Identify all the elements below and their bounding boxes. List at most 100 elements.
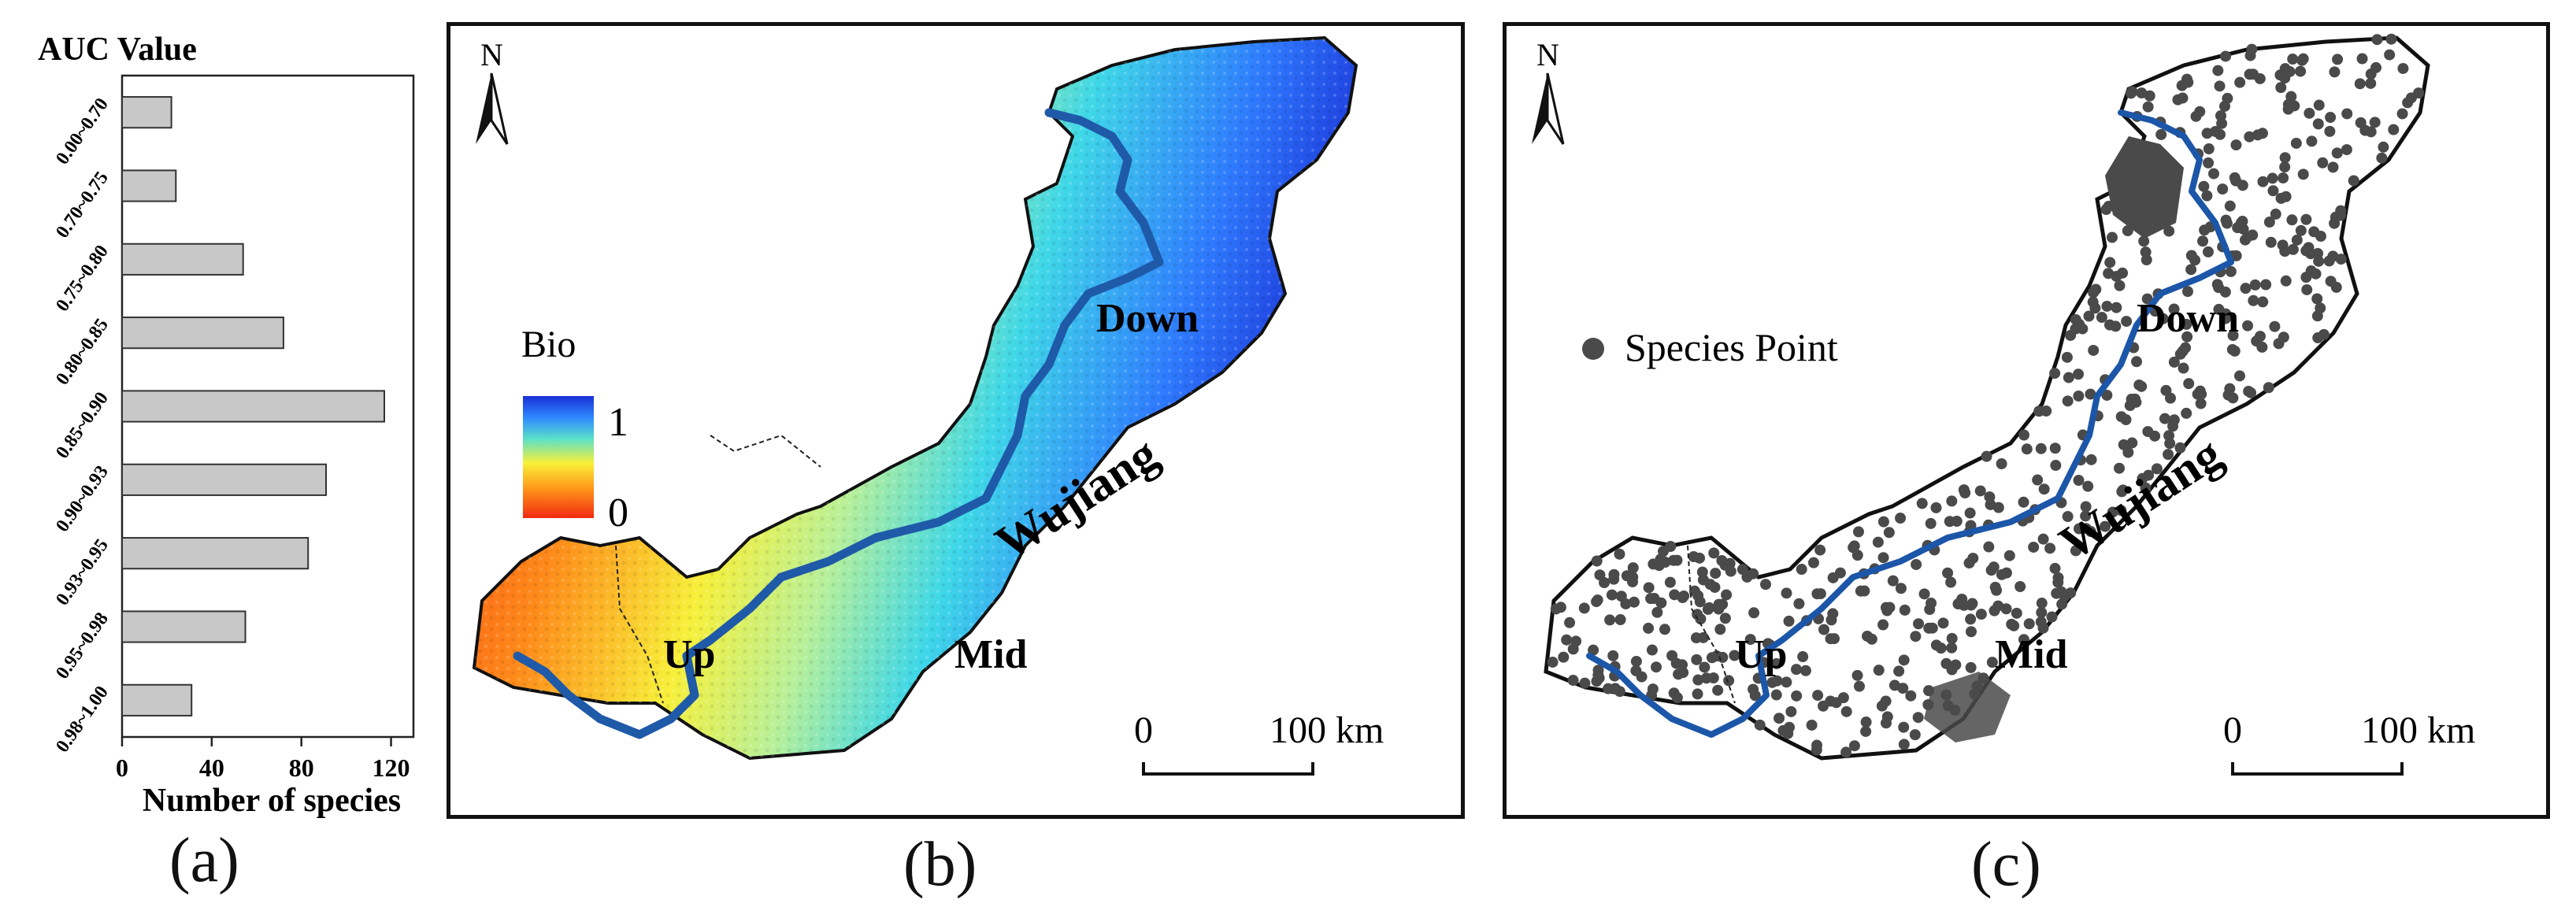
scale-end: 100 km [1269, 709, 1384, 751]
species-point [1814, 544, 1826, 556]
species-point [1946, 642, 1958, 654]
species-point [2270, 208, 2281, 220]
species-point [1905, 690, 1917, 702]
species-point [2132, 191, 2144, 202]
bar-0.80~0.85 [121, 317, 284, 350]
species-point [1781, 676, 1792, 688]
species-point [2115, 411, 2127, 423]
species-point [2194, 385, 2206, 397]
species-point [1770, 689, 1782, 701]
species-point [1991, 584, 2003, 596]
scale-bar: 0 100 km [2223, 709, 2475, 776]
species-point [2122, 225, 2133, 237]
species-point [2402, 97, 2414, 109]
species-point [1916, 498, 1928, 509]
species-point [1710, 568, 1722, 579]
species-point [2083, 310, 2095, 322]
species-point [1855, 585, 1866, 597]
bar-0.98~1.00 [121, 683, 193, 716]
species-point [2163, 430, 2175, 442]
species-point [2306, 135, 2318, 147]
species-point [1614, 614, 1626, 626]
bar-0.85~0.90 [121, 390, 385, 423]
species-point [1766, 676, 1778, 688]
dense-cluster [1924, 672, 2011, 742]
species-point [2181, 318, 2192, 330]
species-point [1712, 684, 1724, 696]
species-point [1702, 603, 1714, 615]
species-point [1665, 541, 1677, 553]
species-point [1614, 548, 1625, 560]
species-point [1677, 667, 1689, 679]
species-point [1937, 617, 1949, 629]
species-point [2159, 187, 2170, 198]
species-point [1608, 573, 1620, 585]
species-point [1791, 690, 1803, 702]
species-point [2256, 128, 2268, 139]
species-point [1599, 576, 1610, 588]
species-point [1898, 721, 1910, 733]
species-point [1636, 671, 1648, 683]
species-point [1912, 712, 1924, 724]
species-point [2295, 65, 2307, 77]
species-point [2195, 398, 2207, 409]
species-point [1770, 657, 1782, 669]
species-point [1748, 683, 1759, 695]
species-point [1607, 650, 1619, 661]
panel-a: AUC Value 0.00~0.70 0.70~0.75 0.75~0.80 0.8… [0, 0, 441, 918]
species-point [1793, 598, 1805, 609]
species-point [2384, 49, 2396, 61]
species-point [2275, 82, 2287, 94]
species-point [2311, 310, 2323, 322]
species-point [1643, 622, 1655, 634]
y-tick-label: 0.93~0.95 [52, 535, 113, 609]
scale-start: 0 [1134, 709, 1153, 751]
species-point [1853, 680, 1865, 692]
species-point [1895, 513, 1907, 524]
species-point [1729, 650, 1740, 661]
species-point [2070, 545, 2081, 557]
species-point [1627, 576, 1639, 587]
species-point [2208, 168, 2220, 180]
species-point [2201, 190, 2213, 202]
species-point [1691, 654, 1703, 665]
species-point [1837, 692, 1849, 704]
species-point [1884, 602, 1896, 613]
species-point [2218, 100, 2230, 112]
river-line [513, 108, 1164, 739]
species-point [2277, 239, 2289, 251]
species-point [2000, 603, 2012, 615]
species-point [1945, 576, 1957, 588]
species-point [2211, 279, 2223, 291]
species-point [2018, 496, 2029, 508]
x-axis-label: Number of species [143, 783, 401, 819]
species-point [2279, 152, 2291, 164]
legend-max: 1 [608, 400, 628, 445]
species-point [2065, 587, 2077, 599]
species-point [2225, 265, 2237, 277]
species-point [1791, 664, 1803, 676]
species-point [1974, 485, 1986, 497]
species-point [2396, 108, 2408, 120]
species-point [2378, 141, 2389, 153]
species-point [1806, 719, 1818, 731]
scale-bar: 0 100 km [1134, 709, 1384, 776]
species-point [1578, 602, 1590, 614]
species-point [1709, 581, 1721, 593]
species-point [1558, 651, 1570, 663]
species-point [1942, 567, 1954, 579]
species-point [2133, 210, 2145, 222]
species-point [2157, 313, 2169, 324]
caption-b: (b) [903, 830, 977, 899]
species-point [2107, 506, 2118, 518]
species-point [1721, 589, 1733, 601]
species-point [2118, 439, 2129, 450]
species-point [1926, 598, 1937, 609]
species-point [2134, 161, 2146, 172]
species-point [1898, 654, 1910, 666]
species-point [1774, 713, 1785, 724]
panel-c-frame: N Species Point Up Mid Down Wujiang 0 10… [1503, 22, 2550, 899]
species-point [2301, 283, 2313, 295]
species-point [1714, 624, 1726, 635]
species-point [1930, 502, 1942, 513]
